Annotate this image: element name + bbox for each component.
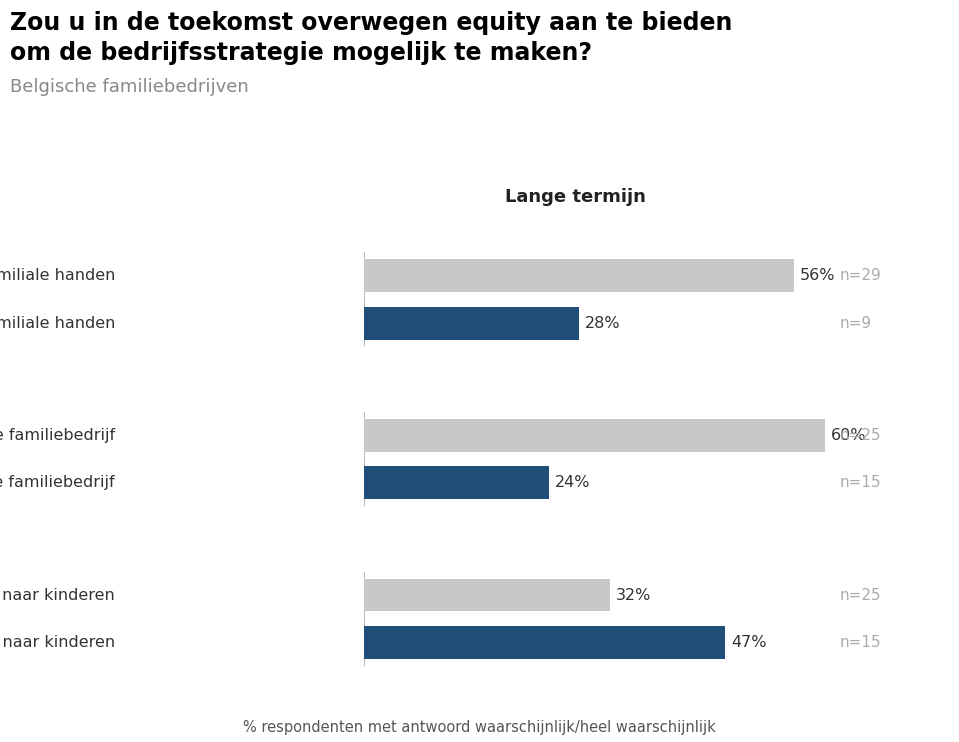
Text: 100% aandelen in familiale handen: 100% aandelen in familiale handen (0, 315, 115, 331)
Text: n=15: n=15 (840, 476, 881, 490)
Text: n=9: n=9 (840, 315, 872, 331)
Text: 56%: 56% (800, 268, 835, 283)
Text: 32%: 32% (616, 588, 651, 603)
Text: % respondenten met antwoord waarschijnlijk/heel waarschijnlijk: % respondenten met antwoord waarschijnli… (244, 720, 715, 735)
Text: om de bedrijfsstrategie mogelijk te maken?: om de bedrijfsstrategie mogelijk te make… (10, 41, 592, 65)
Text: opvolging naar kinderen: opvolging naar kinderen (0, 588, 115, 603)
Text: 60%: 60% (830, 428, 866, 443)
Bar (364, 579, 610, 611)
Bar (364, 306, 579, 340)
Text: 28%: 28% (585, 315, 621, 331)
Text: Belgische familiebedrijven: Belgische familiebedrijven (10, 78, 248, 96)
Text: n=15: n=15 (840, 635, 881, 650)
Bar (364, 259, 794, 292)
Text: 2+ generatie familiebedrijf: 2+ generatie familiebedrijf (0, 476, 115, 490)
Text: 47%: 47% (731, 635, 766, 650)
Bar (364, 419, 825, 452)
Text: 1e generatie familiebedrijf: 1e generatie familiebedrijf (0, 428, 115, 443)
Text: 24%: 24% (554, 476, 590, 490)
Text: n=25: n=25 (840, 588, 881, 603)
Text: n=25: n=25 (840, 428, 881, 443)
Text: geen opvolging naar kinderen: geen opvolging naar kinderen (0, 635, 115, 650)
Bar (364, 467, 549, 499)
Bar (364, 626, 725, 659)
Text: Lange termijn: Lange termijn (505, 188, 645, 206)
Text: 50-100% aandelen in familiale handen: 50-100% aandelen in familiale handen (0, 268, 115, 283)
Text: n=29: n=29 (840, 268, 882, 283)
Text: Zou u in de toekomst overwegen equity aan te bieden: Zou u in de toekomst overwegen equity aa… (10, 11, 732, 35)
